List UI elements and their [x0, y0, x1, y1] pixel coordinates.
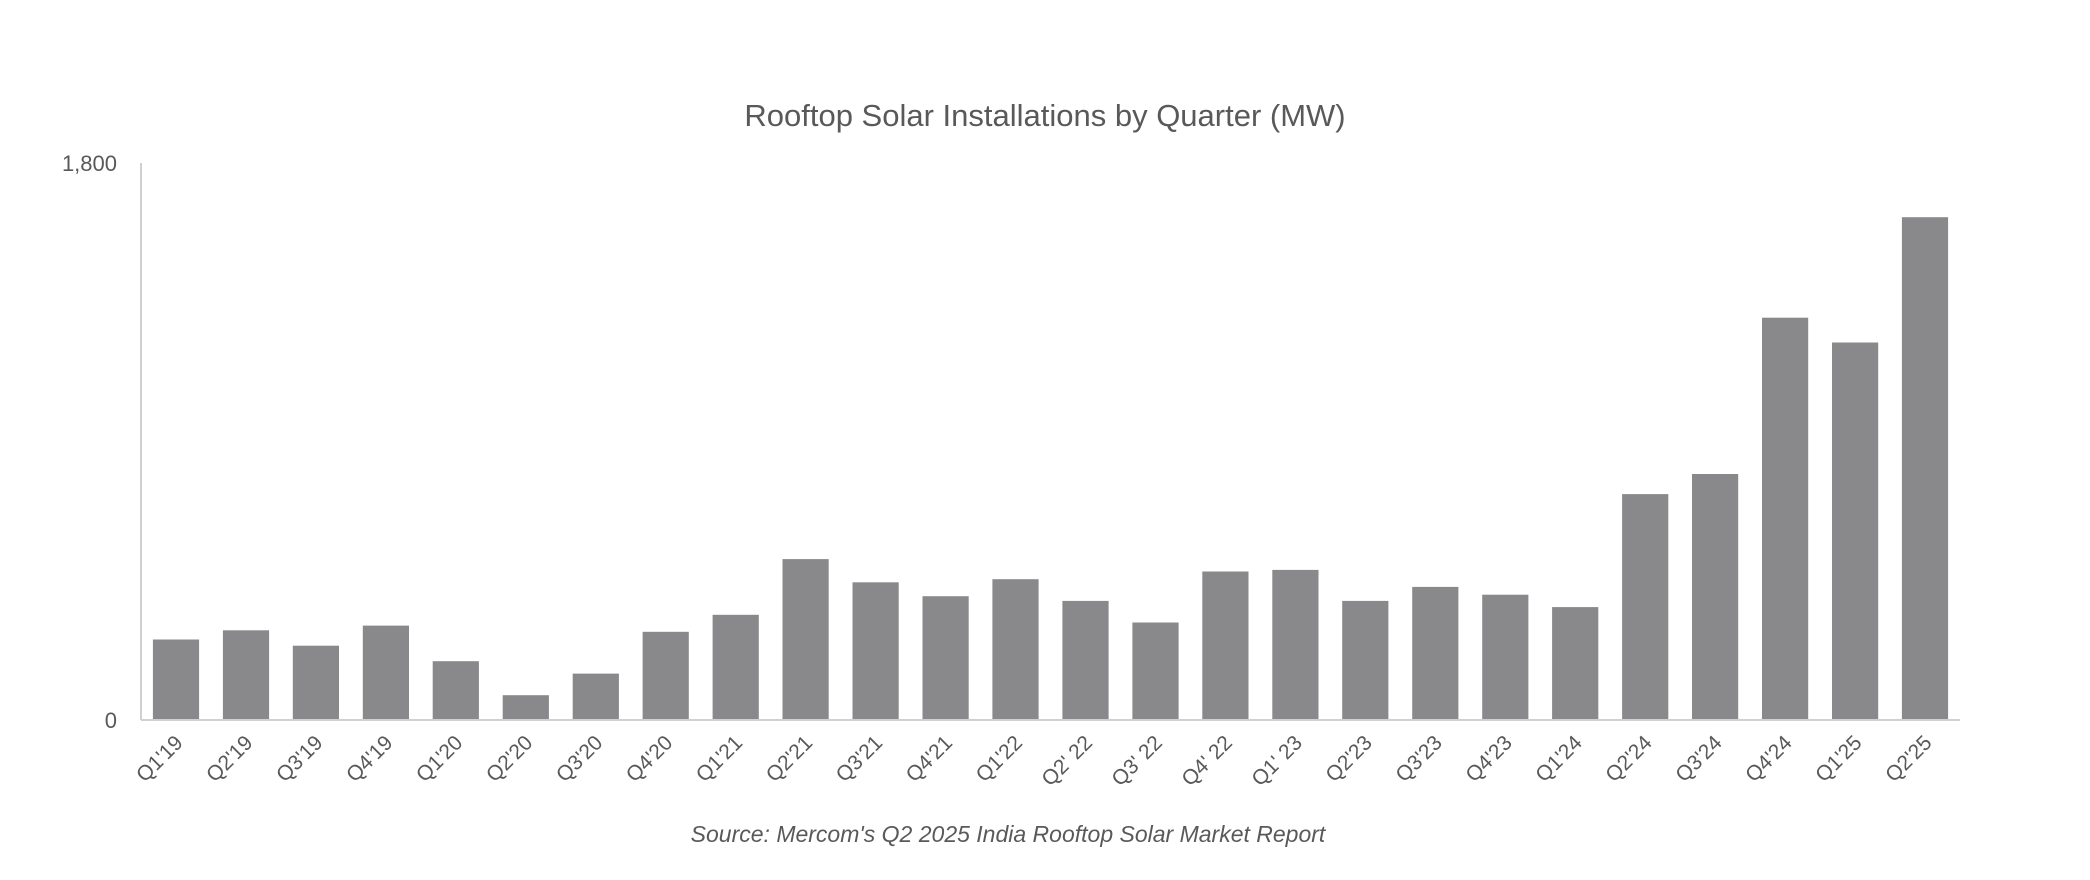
x-tick-label: Q1'19: [132, 731, 187, 786]
y-axis-ticks: 0 1,800: [62, 151, 117, 733]
bar-q4-22: [1202, 571, 1249, 720]
x-tick-label: Q1'22: [972, 731, 1027, 786]
bar-q2-23: [1342, 600, 1389, 720]
bar-q3-19: [292, 645, 339, 720]
bar-q3-23: [1412, 586, 1459, 720]
bar-q1-19: [152, 639, 200, 720]
bar-q1-25: [1832, 342, 1879, 720]
x-tick-label: Q2'21: [762, 731, 817, 786]
x-tick-label: Q2'23: [1321, 731, 1376, 786]
x-tick-label: Q4'21: [902, 731, 957, 786]
bar-q2-25: [1901, 217, 1949, 720]
x-tick-label: Q3'23: [1391, 731, 1446, 786]
chart-source-note: Source: Mercom's Q2 2025 India Rooftop S…: [691, 821, 1327, 847]
x-tick-label: Q3'21: [832, 731, 887, 786]
x-tick-label: Q2'24: [1601, 731, 1657, 787]
x-tick-label: Q1' 23: [1247, 731, 1307, 791]
bar-q4-24: [1762, 317, 1809, 720]
bar-q4-20: [642, 631, 689, 720]
x-tick-label: Q4'23: [1461, 731, 1516, 786]
x-tick-label: Q2'19: [202, 731, 257, 786]
bar-q4-21: [922, 596, 969, 720]
x-tick-label: Q2'20: [482, 731, 537, 786]
bar-q2-24: [1622, 494, 1669, 720]
bar-q4-23: [1482, 594, 1529, 720]
x-tick-label: Q4'24: [1741, 731, 1797, 787]
x-tick-label: Q3'19: [272, 731, 327, 786]
x-tick-label: Q2' 22: [1037, 731, 1097, 791]
x-tick-label: Q3'24: [1671, 731, 1727, 787]
x-tick-label: Q1'25: [1811, 731, 1866, 786]
x-tick-label: Q4'19: [342, 731, 397, 786]
y-tick-label: 0: [105, 708, 117, 733]
x-tick-label: Q1'21: [692, 731, 747, 786]
x-axis-tick-labels: Q1'19 Q2'19 Q3'19 Q4'19 Q1'20 Q2'20 Q3'20 Q4'20…: [132, 731, 1936, 791]
bar-q1-20: [432, 661, 479, 720]
x-tick-label: Q3'20: [552, 731, 607, 786]
bar-q3-21: [852, 582, 899, 720]
x-tick-label: Q4' 22: [1177, 731, 1237, 791]
bar-q2-21: [782, 559, 829, 720]
bar-q2-22: [1062, 600, 1109, 720]
bar-q3-24: [1692, 474, 1739, 720]
x-tick-label: Q1'20: [412, 731, 467, 786]
x-tick-label: Q1'24: [1531, 731, 1587, 787]
bar-q1-22: [992, 579, 1039, 720]
bar-q1-24: [1552, 607, 1599, 720]
x-tick-label: Q4'20: [622, 731, 677, 786]
bar-q4-19: [362, 625, 409, 720]
bar-series: [152, 217, 1949, 720]
x-tick-label: Q3' 22: [1107, 731, 1167, 791]
bar-q2-19: [222, 630, 270, 720]
chart-title: Rooftop Solar Installations by Quarter (…: [744, 98, 1345, 133]
bar-q3-22: [1132, 622, 1179, 720]
bar-q1-23: [1272, 569, 1319, 720]
y-tick-label: 1,800: [62, 151, 117, 176]
bar-q3-20: [572, 673, 619, 720]
x-tick-label: Q2'25: [1881, 731, 1936, 786]
bar-q1-21: [712, 614, 759, 720]
bar-q2-20: [502, 695, 549, 720]
